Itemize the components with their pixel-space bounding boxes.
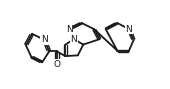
Text: N: N [66, 25, 73, 34]
Text: O: O [53, 60, 60, 69]
Text: N: N [126, 25, 132, 34]
Text: N: N [71, 35, 77, 44]
Text: N: N [71, 35, 77, 44]
Text: N: N [41, 35, 48, 44]
